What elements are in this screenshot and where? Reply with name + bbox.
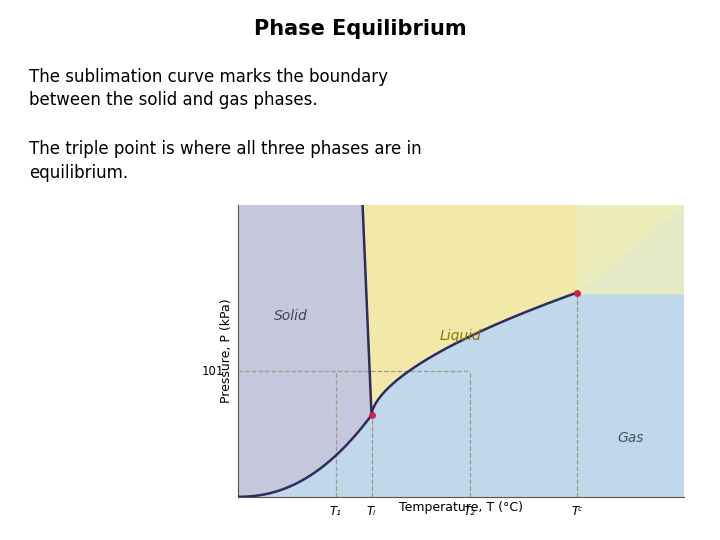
Polygon shape <box>363 205 684 293</box>
X-axis label: Temperature, T (°C): Temperature, T (°C) <box>399 501 523 514</box>
Polygon shape <box>238 205 372 497</box>
Text: Liquid: Liquid <box>440 329 482 343</box>
Y-axis label: Pressure, P (kPa): Pressure, P (kPa) <box>220 299 233 403</box>
Text: The triple point is where all three phases are in
equilibrium.: The triple point is where all three phas… <box>29 140 421 182</box>
Text: 101: 101 <box>202 365 224 378</box>
Text: Tᶜ: Tᶜ <box>571 505 582 518</box>
Text: T₂: T₂ <box>464 505 476 518</box>
Text: Tₗ: Tₗ <box>367 505 376 518</box>
Text: T₁: T₁ <box>330 505 342 518</box>
Polygon shape <box>577 205 684 293</box>
Text: Gas: Gas <box>617 431 644 446</box>
Text: The sublimation curve marks the boundary
between the solid and gas phases.: The sublimation curve marks the boundary… <box>29 68 388 109</box>
Polygon shape <box>363 205 684 415</box>
Text: Phase Equilibrium: Phase Equilibrium <box>253 19 467 39</box>
Text: Solid: Solid <box>274 309 308 323</box>
